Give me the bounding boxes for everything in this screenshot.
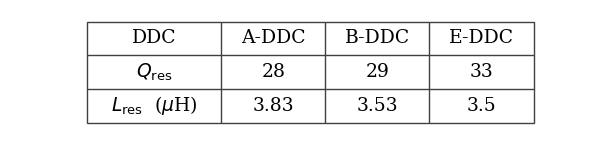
Text: 29: 29 bbox=[365, 63, 389, 81]
Text: 3.53: 3.53 bbox=[356, 97, 398, 115]
Text: A-DDC: A-DDC bbox=[241, 29, 305, 47]
Text: 33: 33 bbox=[470, 63, 493, 81]
Text: $\mathit{L}_{\mathrm{res}}$  ($\mu$H): $\mathit{L}_{\mathrm{res}}$ ($\mu$H) bbox=[111, 95, 198, 118]
Text: DDC: DDC bbox=[132, 29, 177, 47]
Text: E-DDC: E-DDC bbox=[448, 29, 514, 47]
Text: $\mathit{Q}_{\mathrm{res}}$: $\mathit{Q}_{\mathrm{res}}$ bbox=[136, 62, 173, 83]
Text: 3.5: 3.5 bbox=[467, 97, 496, 115]
Text: B-DDC: B-DDC bbox=[345, 29, 410, 47]
Text: 28: 28 bbox=[261, 63, 285, 81]
Text: 3.83: 3.83 bbox=[253, 97, 294, 115]
